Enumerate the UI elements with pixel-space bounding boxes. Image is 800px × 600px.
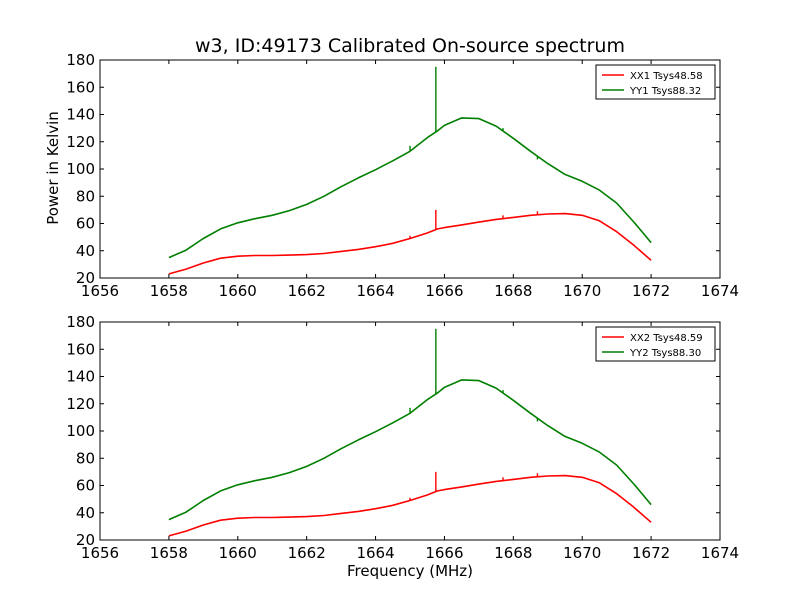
x-tick-label: 1674 bbox=[701, 544, 739, 562]
chart-title: w3, ID:49173 Calibrated On-source spectr… bbox=[195, 35, 625, 57]
y-tick-label: 20 bbox=[76, 269, 95, 287]
x-tick-label: 1664 bbox=[356, 544, 394, 562]
y-tick-label: 80 bbox=[76, 449, 95, 467]
legend-label: YY2 Tsys88.30 bbox=[629, 348, 701, 359]
legend-2: XX2 Tsys48.59 YY2 Tsys88.30 bbox=[595, 326, 716, 362]
y-tick-label: 100 bbox=[66, 160, 95, 178]
legend-box bbox=[595, 326, 716, 362]
y-tick-label: 40 bbox=[76, 504, 95, 522]
x-tick-label: 1674 bbox=[701, 282, 739, 300]
y-tick-label: 160 bbox=[66, 340, 95, 358]
legend-box bbox=[595, 64, 716, 100]
axes-panel-1: 1656 1658 1660 1662 1664 1666 1668 1670 1672 1674… bbox=[66, 51, 739, 300]
legend-label: XX2 Tsys48.59 bbox=[630, 333, 703, 344]
x-tick-label: 1658 bbox=[150, 544, 188, 562]
y-tick-label: 180 bbox=[66, 51, 95, 69]
y-tick-label: 20 bbox=[76, 531, 95, 549]
x-tick-label: 1666 bbox=[425, 282, 463, 300]
legend-1: XX1 Tsys48.58 YY1 Tsys88.32 bbox=[595, 64, 716, 100]
legend-label: XX1 Tsys48.58 bbox=[630, 71, 703, 82]
x-tick-label: 1668 bbox=[494, 544, 532, 562]
legend-label: YY1 Tsys88.32 bbox=[629, 86, 701, 97]
x-tick-label: 1656 bbox=[81, 282, 119, 300]
series-line-1-1 bbox=[168, 212, 652, 275]
x-tick-label: 1656 bbox=[81, 544, 119, 562]
y-tick-label: 80 bbox=[76, 187, 95, 205]
y-tick-label: 100 bbox=[66, 422, 95, 440]
axes-panel-2: 1656 1658 1660 1662 1664 1666 1668 1670 1672 1674… bbox=[66, 313, 739, 562]
series-line-1-2 bbox=[168, 117, 652, 259]
x-tick-label: 1666 bbox=[425, 544, 463, 562]
y-tick-label: 160 bbox=[66, 78, 95, 96]
y-tick-label: 180 bbox=[66, 313, 95, 331]
x-tick-label: 1664 bbox=[356, 282, 394, 300]
x-tick-label: 1668 bbox=[494, 282, 532, 300]
x-axis-label: Frequency (MHz) bbox=[347, 562, 473, 580]
y-tick-label: 140 bbox=[66, 368, 95, 386]
y-tick-label: 40 bbox=[76, 242, 95, 260]
x-tick-label: 1672 bbox=[632, 282, 670, 300]
x-tick-label: 1658 bbox=[150, 282, 188, 300]
x-tick-label: 1672 bbox=[632, 544, 670, 562]
series-line-2-2 bbox=[168, 379, 652, 521]
y-tick-label: 60 bbox=[76, 215, 95, 233]
series-line-2-1 bbox=[168, 474, 652, 537]
x-tick-label: 1670 bbox=[563, 282, 601, 300]
y-tick-label: 60 bbox=[76, 477, 95, 495]
y-axis-label: Power in Kelvin bbox=[44, 111, 62, 225]
y-tick-label: 120 bbox=[66, 395, 95, 413]
x-tick-label: 1662 bbox=[288, 544, 326, 562]
plots-group: 1656 1658 1660 1662 1664 1666 1668 1670 1672 1674… bbox=[66, 51, 739, 562]
x-tick-label: 1662 bbox=[288, 282, 326, 300]
y-tick-label: 120 bbox=[66, 133, 95, 151]
x-tick-label: 1660 bbox=[219, 282, 257, 300]
y-tick-label: 140 bbox=[66, 106, 95, 124]
x-tick-label: 1670 bbox=[563, 544, 601, 562]
x-tick-label: 1660 bbox=[219, 544, 257, 562]
